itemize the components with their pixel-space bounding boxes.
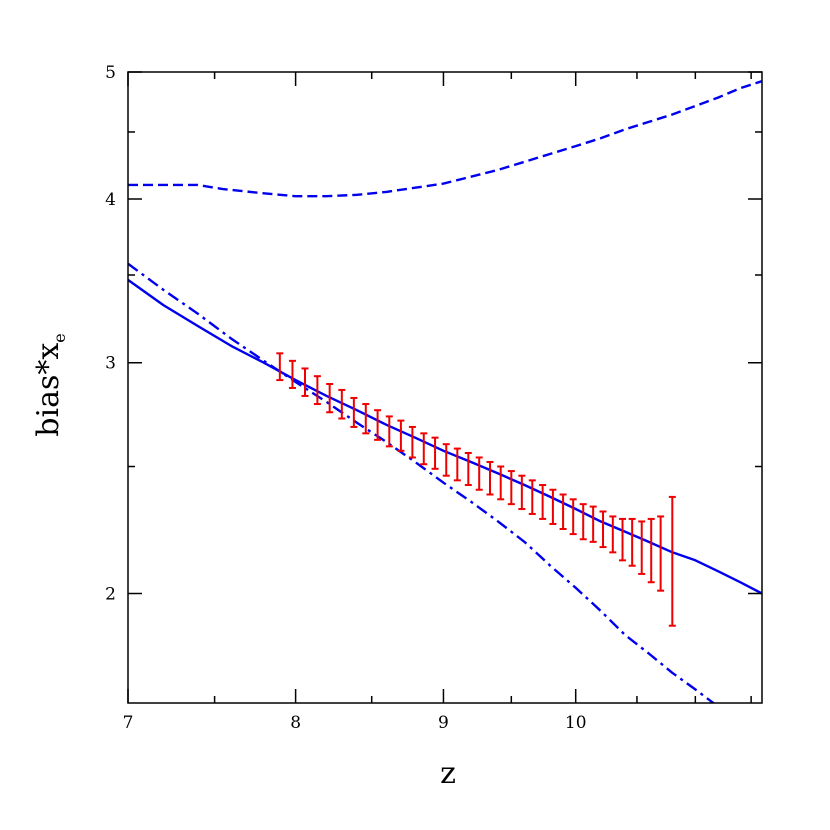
error-bar	[486, 460, 494, 496]
error-bar	[374, 409, 382, 441]
plot-frame	[127, 71, 763, 704]
y-tick-label: 3	[105, 354, 116, 374]
error-bar	[453, 447, 461, 482]
tick-labels: 7 8 9 10 2 3 4 5	[105, 63, 586, 733]
error-bar	[628, 517, 636, 567]
error-bar	[657, 515, 665, 592]
error-bar	[518, 474, 526, 511]
series-line-solid	[128, 278, 762, 595]
error-bar	[442, 443, 450, 477]
error-bar	[350, 396, 358, 428]
error-bar	[507, 470, 515, 506]
error-bar	[559, 493, 567, 531]
y-tick-label: 5	[105, 63, 116, 83]
x-tick-label: 7	[123, 713, 134, 733]
plot-lines	[128, 80, 762, 703]
series-line-dashed	[128, 80, 762, 198]
error-bar	[276, 352, 284, 382]
y-axis-label-main: bias*x	[31, 343, 66, 437]
error-bar	[475, 456, 483, 491]
error-bar	[647, 517, 655, 584]
y-axis-label-subscript: e	[50, 333, 69, 342]
error-bar	[668, 495, 676, 627]
error-bar	[326, 382, 334, 414]
y-tick-label: 4	[105, 190, 116, 210]
error-bar	[288, 359, 296, 389]
error-bar	[464, 452, 472, 487]
error-bar	[638, 520, 646, 575]
error-bar	[569, 498, 577, 536]
error-bar	[420, 432, 428, 466]
error-bar	[313, 375, 321, 406]
error-bar	[539, 484, 547, 520]
y-tick-label: 2	[105, 585, 116, 605]
error-bar	[589, 505, 597, 543]
y-axis-label: bias*xe	[31, 333, 69, 436]
error-bar	[609, 515, 617, 554]
plot-errorbars	[276, 352, 676, 627]
x-tick-label: 8	[290, 713, 301, 733]
x-tick-label: 10	[565, 713, 587, 733]
plot-ticks	[127, 71, 762, 703]
error-bar	[497, 465, 505, 501]
error-bar	[397, 419, 405, 452]
error-bar	[431, 436, 439, 470]
error-bar	[549, 488, 557, 525]
error-bar	[408, 425, 416, 459]
error-bar	[619, 517, 627, 562]
error-bar	[599, 510, 607, 549]
error-bar	[338, 388, 346, 420]
error-bar	[385, 415, 393, 448]
error-bar	[362, 403, 370, 435]
error-bar	[301, 367, 309, 397]
series-line-dash-dot	[128, 262, 716, 703]
error-bar	[579, 503, 587, 541]
x-axis-label: z	[440, 756, 456, 791]
error-bar	[528, 479, 536, 515]
x-tick-label: 9	[438, 713, 449, 733]
